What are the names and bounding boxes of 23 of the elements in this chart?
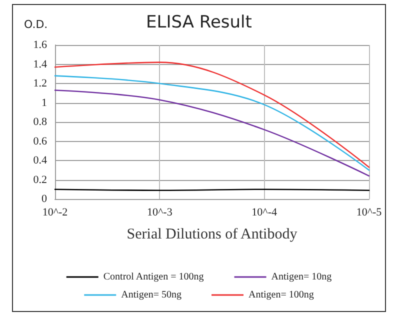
y-tick-label: 1: [42, 96, 47, 109]
y-tick-label: 0.8: [33, 116, 48, 128]
legend-label: Antigen= 100ng: [248, 290, 314, 300]
line-series: [54, 75, 370, 171]
y-tick-label: 0: [42, 193, 48, 205]
chart-title: ELISA Result: [146, 12, 252, 32]
x-tick-label: 10^-2: [42, 206, 68, 218]
y-tick-label: 1.4: [33, 58, 48, 70]
y-tick-label: 0.6: [33, 135, 48, 148]
legend-label: Antigen= 10ng: [271, 272, 332, 282]
line-series: [54, 90, 370, 177]
y-tick-label: 0.2: [33, 174, 47, 186]
y-tick-label: 0.4: [33, 154, 48, 166]
x-tick-label: 10^-3: [147, 206, 173, 218]
x-tick-label: 10^-4: [252, 206, 278, 218]
x-tick-label: 10^-5: [356, 206, 382, 218]
y-tick-label: 1.2: [33, 78, 47, 90]
x-axis-title: Serial Dilutions of Antibody: [126, 226, 298, 242]
line-series: [54, 62, 370, 168]
y-tick-label: 1.6: [33, 39, 48, 51]
y-axis-title: O.D.: [24, 18, 48, 31]
legend-label: Antigen= 50ng: [121, 290, 182, 300]
legend-label: Control Antigen = 100ng: [103, 272, 204, 282]
